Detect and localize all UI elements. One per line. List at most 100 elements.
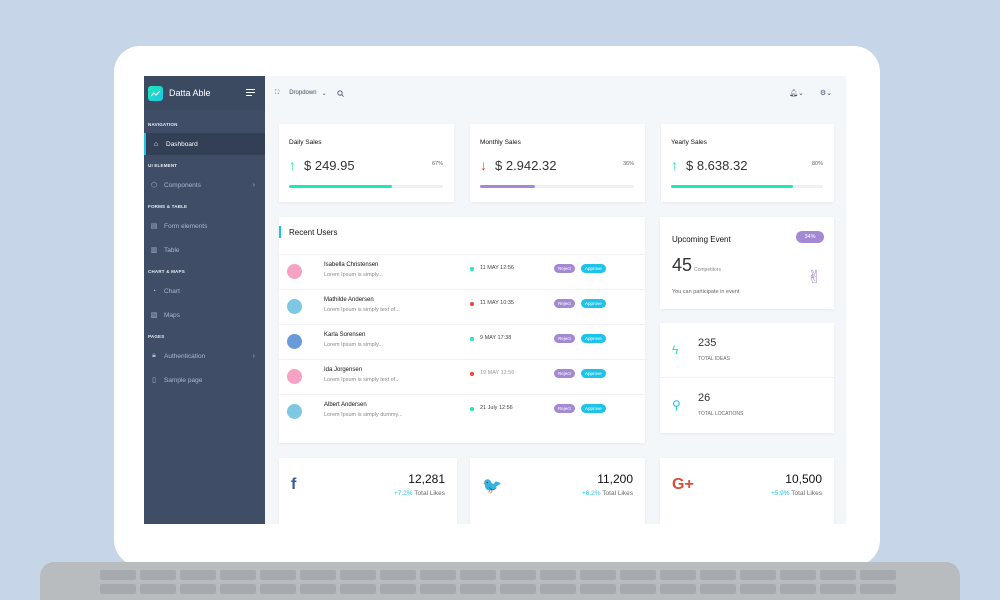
menu-toggle-icon[interactable] <box>246 89 255 98</box>
gear-icon[interactable]: ⚙︎⌄ <box>819 90 832 97</box>
list-item: ϟ 235 Total Ideas <box>660 323 834 378</box>
sidebar-item-label: Chart <box>164 287 180 295</box>
user-desc: Lorem Ipsum is simply text of... <box>324 377 400 383</box>
sidebar: Datta Able Navigation ⌂ Dashboard UI Ele… <box>144 76 265 524</box>
user-date: 21 July 12:56 <box>480 405 513 411</box>
status-dot <box>470 267 474 271</box>
reject-button[interactable]: Reject <box>554 334 575 343</box>
user-date: 9 MAY 17:38 <box>480 335 512 341</box>
sidebar-item-label: Components <box>164 181 201 189</box>
user-date: 11 MAY 12:56 <box>480 265 514 271</box>
card-title: Recent Users <box>289 228 338 237</box>
user-desc: Lorem Ipsum is simply dummy... <box>324 412 403 418</box>
sidebar-item-label: Table <box>164 246 180 254</box>
stat-title: Monthly Sales <box>480 139 521 146</box>
arrow-down-icon: ↓ <box>480 157 487 173</box>
table-row: Mathilde Andersen Lorem Ipsum is simply … <box>279 289 645 324</box>
bell-icon[interactable]: 🔔︎⌄ <box>789 90 804 97</box>
key-row <box>100 570 896 580</box>
user-name: Ida Jorgensen <box>324 367 363 373</box>
social-value: 10,500 <box>785 472 822 486</box>
progress-fill <box>480 185 536 188</box>
stat-amount: $ 249.95 <box>304 157 355 173</box>
nav-caption-ui-element: UI Element <box>148 163 178 168</box>
screen: Datta Able Navigation ⌂ Dashboard UI Ele… <box>144 76 846 524</box>
recent-users-card: Recent Users Isabella Christensen Lorem … <box>279 217 645 443</box>
victory-hand-icon: ✌︎ <box>806 267 822 287</box>
stat-percent: 80% <box>811 161 823 167</box>
sidebar-item-label: Form elements <box>164 222 208 230</box>
avatar <box>287 264 302 279</box>
progress-bar <box>289 185 443 188</box>
sidebar-item-form-elements[interactable]: ▤ Form elements <box>144 215 265 237</box>
progress-fill <box>289 185 393 188</box>
upcoming-event-card: Upcoming Event 34% 45 Competitors You ca… <box>660 217 834 309</box>
list-item: ⚲ 26 Total Locations <box>660 378 834 433</box>
sidebar-item-components[interactable]: ⬡ Components › <box>144 174 265 196</box>
accent-bar <box>279 226 281 238</box>
social-label: Total Likes <box>602 490 633 497</box>
reject-button[interactable]: Reject <box>554 299 575 308</box>
twitter-icon: 🐦 <box>482 478 502 495</box>
location-value: 26 <box>698 392 711 404</box>
search-icon[interactable] <box>336 89 344 97</box>
fullscreen-icon[interactable]: ⛶ <box>275 89 280 96</box>
social-card-facebook: f 12,281 +7.2% Total Likes <box>279 458 457 524</box>
user-date: 19 MAY 12:56 <box>480 370 515 376</box>
status-dot <box>470 407 474 411</box>
sidebar-item-dashboard[interactable]: ⌂ Dashboard <box>144 133 265 155</box>
stat-amount: $ 2.942.32 <box>495 157 557 173</box>
social-value: 11,200 <box>597 472 633 486</box>
reject-button[interactable]: Reject <box>554 264 575 273</box>
idea-label: Total Ideas <box>698 356 730 362</box>
stat-percent: 67% <box>431 161 443 167</box>
card-title: Upcoming Event <box>672 235 731 244</box>
nav-caption-chart-maps: Chart & Maps <box>148 269 185 274</box>
user-desc: Lorem Ipsum is simply text of... <box>324 307 400 313</box>
stat-percent: 36% <box>622 161 634 167</box>
stat-value: ↓ $ 2.942.32 <box>480 157 556 173</box>
reject-button[interactable]: Reject <box>554 369 575 378</box>
status-dot <box>470 372 474 376</box>
sidebar-item-maps[interactable]: ▧ Maps <box>144 304 265 326</box>
social-label: Total Likes <box>791 490 822 497</box>
percent-badge: 34% <box>796 231 824 243</box>
dropdown-label: Dropdown <box>289 90 317 96</box>
table-row: Ida Jorgensen Lorem Ipsum is simply text… <box>279 359 645 394</box>
chevron-right-icon: › <box>252 352 255 360</box>
location-label: Total Locations <box>698 411 744 417</box>
stat-value: ↑ $ 8.638.32 <box>671 157 747 173</box>
approve-button[interactable]: Approve <box>581 404 606 413</box>
facebook-icon: f <box>291 476 297 493</box>
key-row <box>100 584 896 594</box>
laptop-keyboard <box>40 562 960 600</box>
stats-list-card: ϟ 235 Total Ideas ⚲ 26 Total Locations <box>660 323 834 433</box>
zap-icon: ϟ <box>672 343 679 357</box>
social-card-twitter: 🐦 11,200 +6.2% Total Likes <box>470 458 645 524</box>
sidebar-item-chart[interactable]: ◔ Chart <box>144 280 265 302</box>
approve-button[interactable]: Approve <box>581 299 606 308</box>
user-desc: Lorem Ipsum is simply... <box>324 342 383 348</box>
idea-value: 235 <box>698 337 717 349</box>
brand[interactable]: Datta Able <box>144 76 265 110</box>
social-sub: +7.2% Total Likes <box>394 490 445 497</box>
sidebar-item-label: Authentication <box>164 352 206 360</box>
approve-button[interactable]: Approve <box>581 264 606 273</box>
dropdown-menu[interactable]: Dropdown ⌄ <box>289 90 326 97</box>
sidebar-item-authentication[interactable]: 🔒︎ Authentication › <box>144 345 265 367</box>
approve-button[interactable]: Approve <box>581 369 606 378</box>
social-value: 12,281 <box>408 472 445 486</box>
file-icon: ▤ <box>150 223 158 230</box>
sidebar-item-sample-page[interactable]: ▯ Sample page <box>144 369 265 391</box>
competitor-label: Competitors <box>694 267 721 273</box>
brand-name: Datta Able <box>169 88 211 98</box>
user-name: Karla Sorensen <box>324 332 366 338</box>
social-change: +6.2% <box>581 490 601 497</box>
approve-button[interactable]: Approve <box>581 334 606 343</box>
chevron-down-icon: ⌄ <box>321 90 327 97</box>
user-desc: Lorem Ipsum is simply... <box>324 272 383 278</box>
status-dot <box>470 302 474 306</box>
reject-button[interactable]: Reject <box>554 404 575 413</box>
sidebar-item-table[interactable]: ▥ Table <box>144 239 265 261</box>
stat-title: Daily Sales <box>289 139 322 146</box>
